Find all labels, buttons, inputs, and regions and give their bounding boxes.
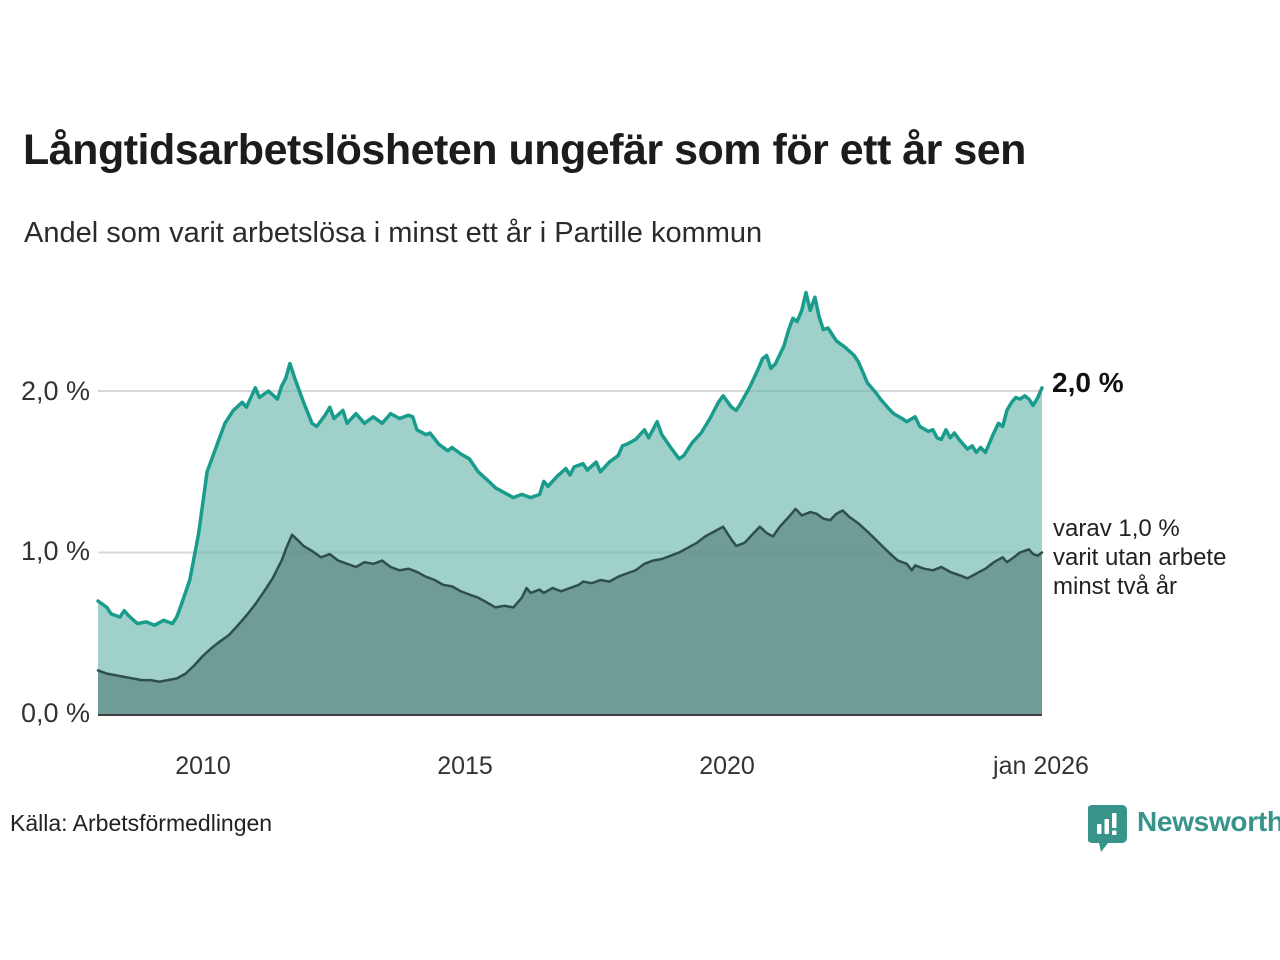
page-title: Långtidsarbetslösheten ungefär som för e… [23,126,1026,174]
y-axis-tick-1: 1,0 % [20,536,90,566]
y-axis-tick-2: 2,0 % [20,376,90,406]
source-credit: Källa: Arbetsförmedlingen [10,810,273,836]
sub-series-annotation-line3: minst två år [1053,573,1178,600]
latest-value-label: 2,0 % [1052,367,1124,398]
x-axis-tick-2015: 2015 [437,752,493,780]
x-axis-tick-2010: 2010 [175,752,231,780]
sub-series-annotation-line1: varav 1,0 % [1053,515,1180,542]
x-axis-tick-jan-2026: jan 2026 [993,752,1089,780]
sub-series-annotation-line2: varit utan arbete [1053,544,1227,571]
y-axis-tick-0: 0,0 % [20,698,90,728]
sub-series-annotation: varav 1,0 % varit utan arbete minst två … [1053,514,1226,601]
newsworthy-logo-icon [1087,803,1128,858]
x-axis-tick-2020: 2020 [699,752,755,780]
newsworthy-branding: Newsworthy [1087,803,1280,853]
newsworthy-wordmark: Newsworthy [1137,806,1280,837]
chart-subtitle: Andel som varit arbetslösa i minst ett å… [24,217,763,249]
